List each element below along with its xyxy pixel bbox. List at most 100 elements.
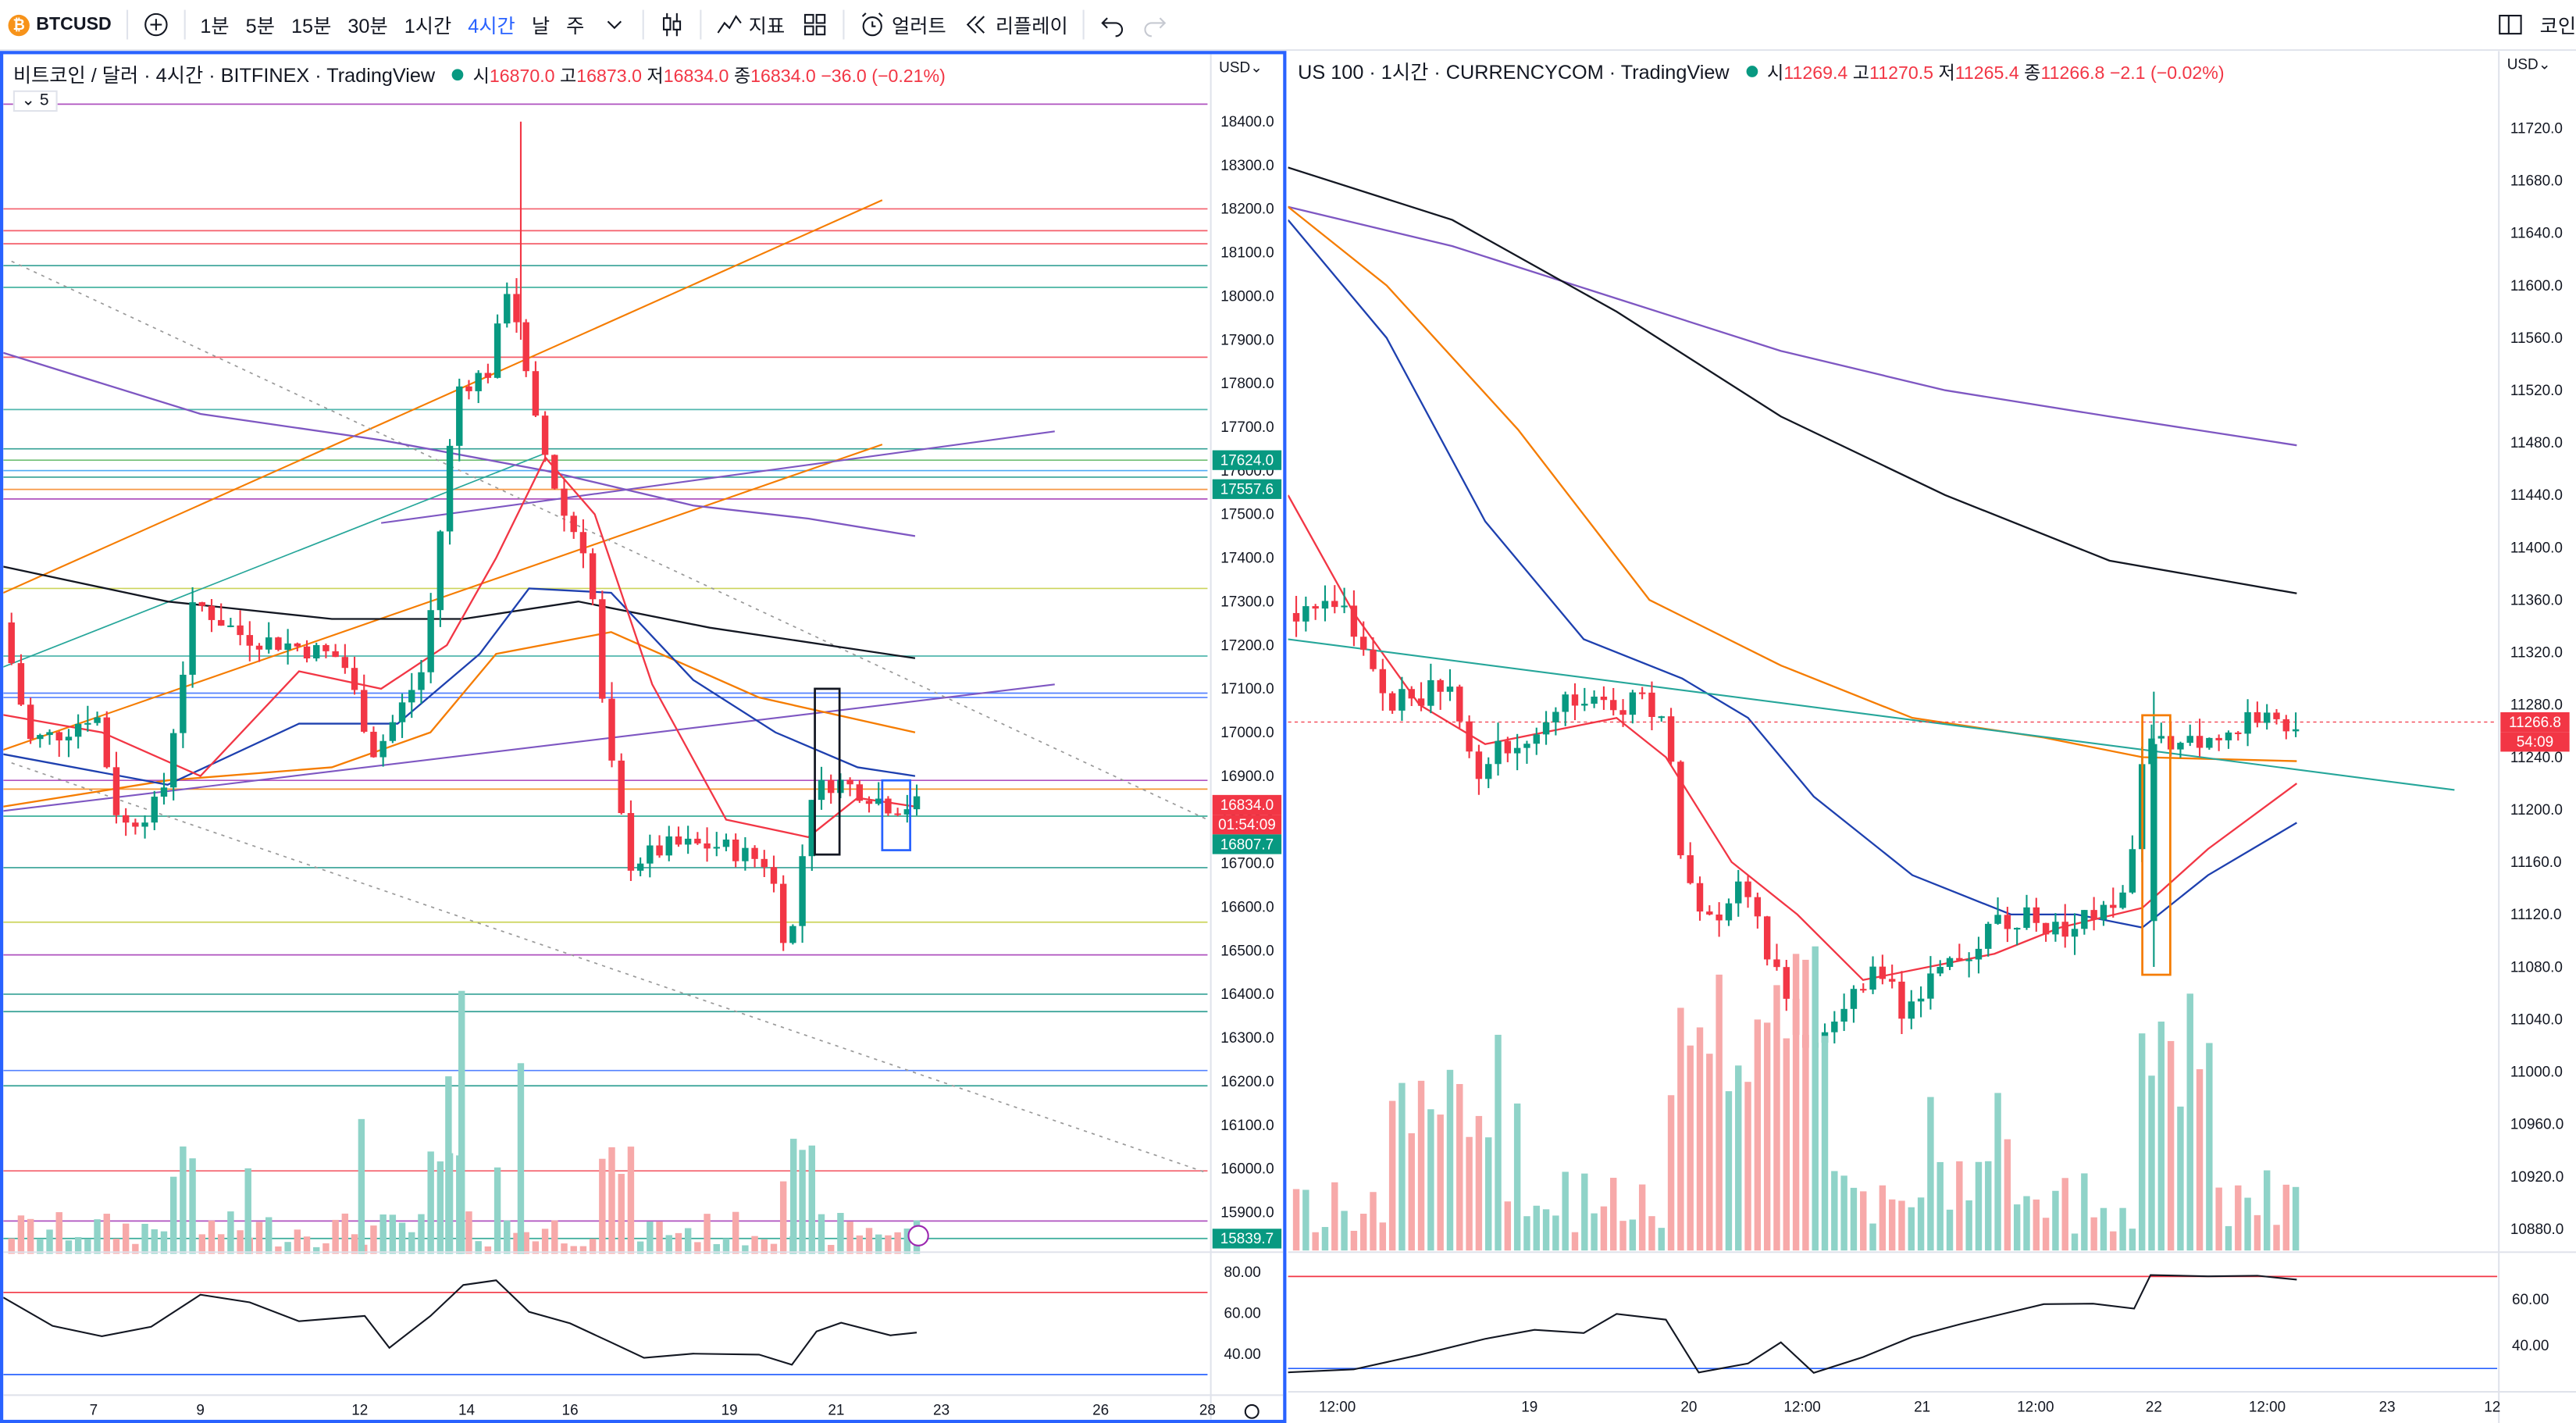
- candle-body: [94, 717, 101, 723]
- candle-body: [217, 619, 225, 626]
- undo-button[interactable]: [1091, 0, 1134, 49]
- candle-body: [1619, 710, 1626, 715]
- volume-bar: [2263, 1170, 2271, 1251]
- interval-5m[interactable]: 5분: [237, 0, 283, 49]
- candle-body: [17, 663, 25, 705]
- interval-30m[interactable]: 30분: [340, 0, 396, 49]
- btc-title[interactable]: 비트코인 / 달러 · 4시간 · BITFINEX · TradingView: [12, 64, 436, 87]
- interval-4h[interactable]: 4시간: [460, 0, 524, 49]
- chart-pane-btc[interactable]: 18400.0 18300.0 18200.0 18100.0 18000.0 17900…: [0, 51, 1287, 1423]
- btc-chart-canvas[interactable]: 18400.0 18300.0 18200.0 18100.0 18000.0 17900…: [3, 54, 1284, 1420]
- candle-body: [2023, 907, 2030, 929]
- candle-body: [579, 532, 587, 554]
- trendline[interactable]: [1288, 638, 2455, 791]
- volume-bar: [504, 1220, 511, 1254]
- candle-body: [1994, 915, 2001, 924]
- candle-body: [1437, 679, 1444, 692]
- volume-bar: [1985, 1161, 1992, 1251]
- time-tick-label: 7: [90, 1403, 98, 1419]
- volume-bar: [103, 1214, 110, 1254]
- volume-bar: [189, 1158, 196, 1254]
- trendline-dashed[interactable]: [11, 762, 1208, 1174]
- trendline[interactable]: [3, 452, 546, 668]
- price-tick-label: 11440.0: [2510, 487, 2563, 504]
- volume-bar: [1350, 1230, 1358, 1251]
- price-tick-label: 11680.0: [2510, 173, 2563, 190]
- candle-body: [313, 644, 320, 659]
- price-tick-label: 16500.0: [1220, 943, 1274, 959]
- moving-average-line: [3, 631, 916, 808]
- volume-bar: [1706, 1054, 1713, 1251]
- price-tick-label: 11200.0: [2510, 802, 2563, 818]
- interval-label: 주: [566, 13, 585, 37]
- volume-bar: [237, 1230, 244, 1254]
- indicator-collapse-toggle[interactable]: ⌄ 5: [12, 90, 58, 112]
- price-label: 11266.8: [2509, 715, 2561, 731]
- rectangle-drawing[interactable]: [814, 687, 841, 856]
- volume-bar: [846, 1221, 853, 1254]
- volume-bar: [389, 1214, 397, 1254]
- interval-dropdown[interactable]: [593, 0, 636, 49]
- rsi-tick-label: 60.00: [2512, 1292, 2549, 1308]
- layout-button[interactable]: [793, 0, 836, 49]
- volume-bar: [1427, 1109, 1434, 1251]
- price-tick-label: 11600.0: [2510, 278, 2563, 294]
- interval-week[interactable]: 주: [558, 0, 593, 49]
- indicators-label: 지표: [748, 13, 786, 37]
- rectangle-drawing[interactable]: [2141, 714, 2172, 976]
- volume-bar: [2148, 1075, 2155, 1251]
- chevron-down-icon: [607, 20, 622, 30]
- ohlc-key: 저: [1938, 63, 1955, 84]
- volume-bar: [722, 1238, 730, 1254]
- volume-bar: [1744, 1082, 1751, 1251]
- lightning-icon[interactable]: [907, 1225, 929, 1246]
- coin-label-right[interactable]: 코인: [2531, 0, 2576, 49]
- trendline-dashed[interactable]: [11, 260, 1208, 821]
- volume-bar: [1302, 1189, 1309, 1251]
- price-label: 01:54:09: [1218, 817, 1276, 833]
- volume-bar: [1619, 1221, 1626, 1251]
- replay-button[interactable]: 리플레이: [954, 0, 1076, 49]
- gear-icon[interactable]: [1244, 1403, 1259, 1419]
- indicators-button[interactable]: 지표: [707, 0, 793, 49]
- chart-type-button[interactable]: [650, 0, 693, 49]
- symbol-search[interactable]: ₿ BTCUSD: [0, 0, 119, 49]
- candle-body: [636, 863, 644, 871]
- alert-button[interactable]: 얼러트: [850, 0, 954, 49]
- nasdaq-chart-canvas[interactable]: 11720.0 11680.0 11640.0 11600.0 11560.0 11520…: [1288, 51, 2576, 1423]
- trendline[interactable]: [380, 430, 1055, 524]
- volume-bar: [656, 1221, 663, 1254]
- trendline[interactable]: [3, 683, 1055, 812]
- panel-toggle-button[interactable]: [2489, 0, 2531, 49]
- volume-bar: [1629, 1219, 1637, 1251]
- candle-body: [112, 767, 120, 815]
- candle-body: [1638, 692, 1646, 694]
- trendline[interactable]: [3, 199, 883, 594]
- volume-bar: [2090, 1217, 2097, 1251]
- volume-bar: [875, 1234, 882, 1254]
- volume-bar: [2004, 1139, 2011, 1251]
- nasdaq-title[interactable]: US 100 · 1시간 · CURRENCYCOM · TradingView: [1298, 60, 1730, 84]
- interval-15m[interactable]: 15분: [283, 0, 339, 49]
- btc-currency-select[interactable]: USD⌄: [1219, 59, 1263, 76]
- candle-body: [189, 602, 196, 675]
- interval-1m[interactable]: 1분: [192, 0, 237, 49]
- interval-day[interactable]: 날: [523, 0, 558, 49]
- interval-1h[interactable]: 1시간: [396, 0, 460, 49]
- price-tick-label: 10880.0: [2510, 1221, 2564, 1238]
- candle-body: [465, 386, 472, 391]
- volume-bar: [865, 1228, 873, 1254]
- nasdaq-currency-select[interactable]: USD⌄: [2507, 55, 2551, 73]
- redo-button[interactable]: [1134, 0, 1177, 49]
- candle-body: [389, 722, 397, 741]
- rectangle-drawing[interactable]: [881, 779, 911, 851]
- price-tick-label: 11120.0: [2510, 907, 2562, 923]
- volume-bar: [2061, 1178, 2068, 1251]
- time-tick-label: 28: [1199, 1403, 1216, 1419]
- market-status-icon: [1745, 66, 1758, 77]
- candle-body: [2081, 910, 2088, 929]
- compare-button[interactable]: [134, 0, 177, 49]
- candle-body: [1504, 740, 1512, 754]
- price-tick-label: 11280.0: [2510, 697, 2563, 714]
- chart-pane-nasdaq[interactable]: 11720.0 11680.0 11640.0 11600.0 11560.0 11520…: [1288, 51, 2576, 1423]
